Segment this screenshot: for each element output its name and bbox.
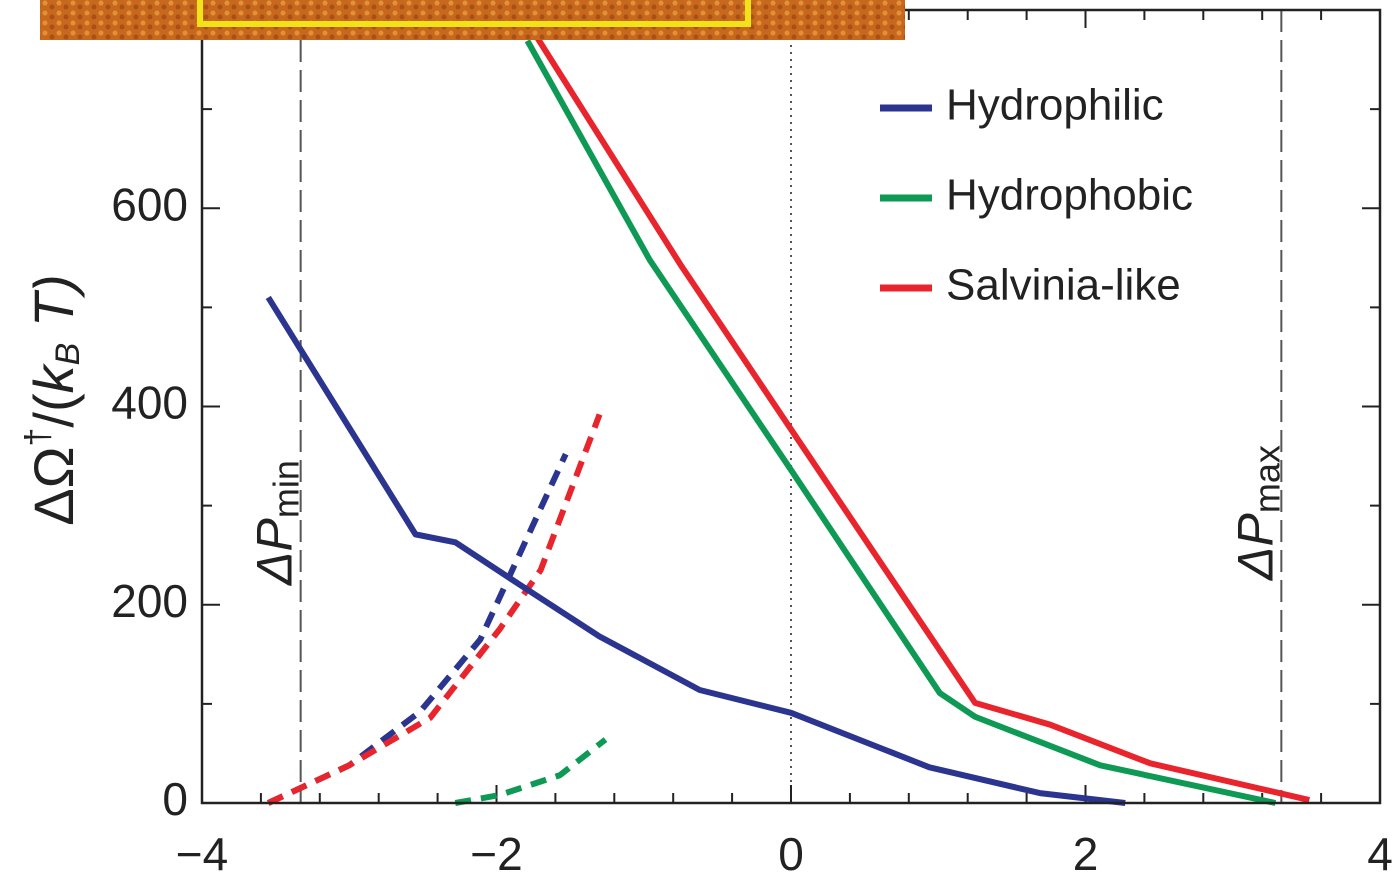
line [524, 40, 1277, 806]
line [535, 40, 1310, 803]
legend-label: Salvinia-like [946, 261, 1181, 310]
reference-label: ΔPmax [1228, 445, 1287, 581]
dashed-line [266, 452, 569, 806]
reference-text: ΔP [1228, 512, 1284, 581]
x-tick-label: 0 [778, 828, 804, 880]
legend-label: Hydrophobic [946, 171, 1193, 220]
reference-text: ΔP [247, 517, 303, 586]
reference-subscript: min [265, 460, 306, 518]
inset-image [40, 0, 905, 40]
plot-frame [200, 8, 1382, 805]
y-label-end: T) [22, 274, 85, 342]
legend-label: Hydrophilic [946, 81, 1164, 130]
plot-lines [265, 40, 1310, 806]
reference-label: ΔPmin [247, 460, 306, 586]
y-label-sup: † [19, 428, 57, 447]
y-label-mid: /( [22, 393, 85, 428]
y-label-main: ΔΩ [22, 446, 85, 525]
y-tick-label: 400 [111, 377, 188, 429]
dashed-line [454, 737, 608, 806]
x-tick-label: −2 [470, 828, 522, 880]
y-tick-label: 0 [162, 773, 188, 825]
reference-subscript: max [1246, 445, 1287, 513]
y-label-k: k [22, 362, 85, 393]
y-axis-label: ΔΩ†/(kB T) [19, 274, 87, 526]
line [265, 295, 1126, 806]
x-tick-label: 4 [1367, 828, 1393, 880]
y-tick-label: 600 [111, 178, 188, 230]
y-label-sub: B [49, 343, 87, 366]
dashed-line [266, 413, 603, 806]
inset-highlight [197, 0, 751, 27]
x-tick-label: 2 [1073, 828, 1099, 880]
y-tick-label: 200 [111, 575, 188, 627]
x-tick-label: −4 [176, 828, 228, 880]
